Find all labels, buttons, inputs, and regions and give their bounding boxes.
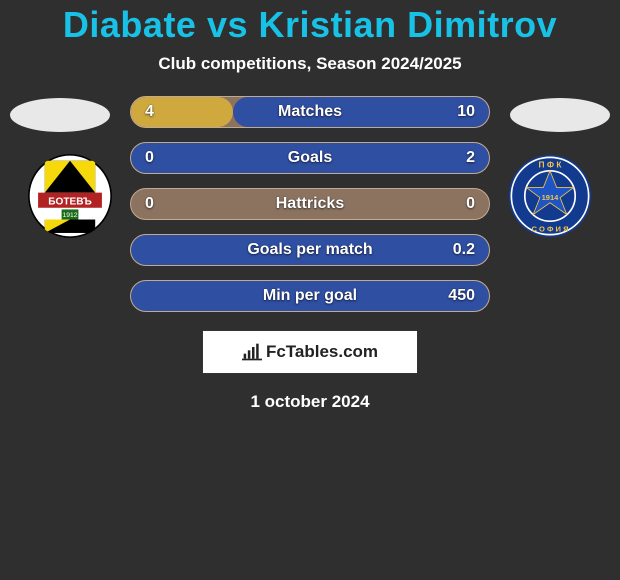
stats-rows: 4 Matches 10 0 Goals 2 0 Hattricks 0 Goals per ma… xyxy=(130,96,490,312)
svg-text:1912: 1912 xyxy=(63,212,78,219)
stat-label: Goals per match xyxy=(247,241,372,259)
stat-value-right: 10 xyxy=(457,103,475,121)
brand-label: FcTables.com xyxy=(266,342,378,362)
comparison-stage: БОТЕВЪ 1912 П Ф К С О Ф И Я 1914 4 Matche… xyxy=(0,96,620,312)
stat-value-left: 0 xyxy=(145,195,154,213)
stat-fill-right xyxy=(233,97,489,127)
svg-text:П Ф К: П Ф К xyxy=(539,159,563,169)
title-player-right: Kristian Dimitrov xyxy=(259,4,558,45)
date-label: 1 october 2024 xyxy=(0,392,620,412)
club-badge-right: П Ф К С О Ф И Я 1914 xyxy=(508,154,592,238)
stat-label: Min per goal xyxy=(263,287,357,305)
stat-label: Matches xyxy=(278,103,342,121)
player-photo-left xyxy=(10,98,110,132)
svg-text:БОТЕВЪ: БОТЕВЪ xyxy=(48,196,92,207)
svg-text:1914: 1914 xyxy=(542,193,560,202)
stat-row: 0 Hattricks 0 xyxy=(130,188,490,220)
stat-row: Goals per match 0.2 xyxy=(130,234,490,266)
botev-badge-icon: БОТЕВЪ 1912 xyxy=(28,154,112,238)
comparison-card: Diabate vs Kristian Dimitrov Club compet… xyxy=(0,0,620,580)
title-player-left: Diabate xyxy=(63,4,197,45)
stat-value-right: 2 xyxy=(466,149,475,167)
stat-value-left: 0 xyxy=(145,149,154,167)
club-badge-left: БОТЕВЪ 1912 xyxy=(28,154,112,238)
subtitle: Club competitions, Season 2024/2025 xyxy=(0,54,620,74)
page-title: Diabate vs Kristian Dimitrov xyxy=(0,4,620,46)
brand-box[interactable]: FcTables.com xyxy=(202,330,418,374)
stat-value-left: 4 xyxy=(145,103,154,121)
stat-label: Goals xyxy=(288,149,332,167)
stat-value-right: 0.2 xyxy=(453,241,475,259)
title-vs: vs xyxy=(207,4,248,45)
svg-text:С О Ф И Я: С О Ф И Я xyxy=(532,224,569,233)
stat-label: Hattricks xyxy=(276,195,344,213)
player-photo-right xyxy=(510,98,610,132)
stat-value-right: 450 xyxy=(448,287,475,305)
stat-row: Min per goal 450 xyxy=(130,280,490,312)
stat-value-right: 0 xyxy=(466,195,475,213)
bar-chart-icon xyxy=(242,343,262,361)
levski-badge-icon: П Ф К С О Ф И Я 1914 xyxy=(508,154,592,238)
stat-row: 0 Goals 2 xyxy=(130,142,490,174)
stat-row: 4 Matches 10 xyxy=(130,96,490,128)
